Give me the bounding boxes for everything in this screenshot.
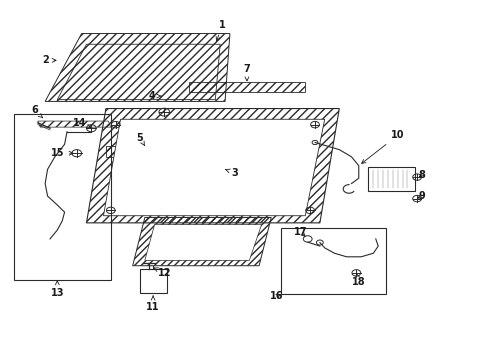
Text: 1: 1 xyxy=(216,19,225,41)
Text: 12: 12 xyxy=(154,268,171,278)
Text: 2: 2 xyxy=(41,55,56,65)
Text: 14: 14 xyxy=(73,118,90,128)
Text: 17: 17 xyxy=(293,227,306,237)
Text: 9: 9 xyxy=(417,191,425,201)
Bar xyxy=(368,167,414,191)
Text: 6: 6 xyxy=(31,105,42,118)
Text: 4: 4 xyxy=(148,91,161,101)
Text: 15: 15 xyxy=(50,148,73,158)
Bar xyxy=(14,114,111,280)
Text: 3: 3 xyxy=(225,168,238,178)
Text: 18: 18 xyxy=(351,274,365,287)
Polygon shape xyxy=(103,119,324,216)
Bar xyxy=(281,228,385,294)
Text: 10: 10 xyxy=(361,130,404,163)
Text: 16: 16 xyxy=(270,291,283,301)
Text: 8: 8 xyxy=(418,170,425,180)
Text: 13: 13 xyxy=(50,281,64,297)
Bar xyxy=(140,269,166,293)
Polygon shape xyxy=(144,225,261,260)
Text: 5: 5 xyxy=(136,133,144,146)
Text: 11: 11 xyxy=(146,296,160,312)
Text: 7: 7 xyxy=(243,64,250,81)
